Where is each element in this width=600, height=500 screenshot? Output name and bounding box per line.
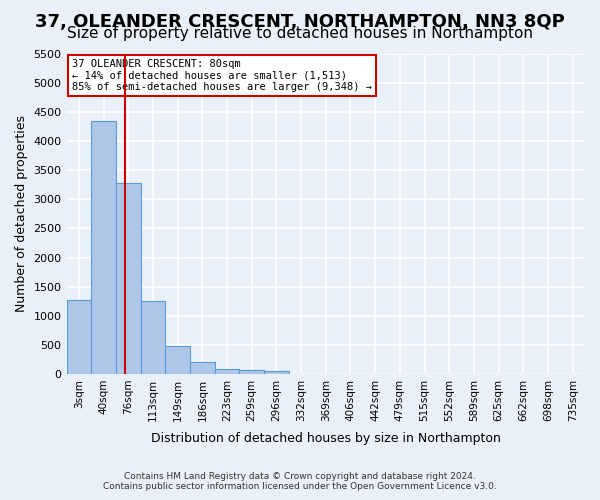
- Text: 37 OLEANDER CRESCENT: 80sqm
← 14% of detached houses are smaller (1,513)
85% of : 37 OLEANDER CRESCENT: 80sqm ← 14% of det…: [72, 59, 372, 92]
- Text: 37, OLEANDER CRESCENT, NORTHAMPTON, NN3 8QP: 37, OLEANDER CRESCENT, NORTHAMPTON, NN3 …: [35, 12, 565, 30]
- Text: Size of property relative to detached houses in Northampton: Size of property relative to detached ho…: [67, 26, 533, 41]
- Y-axis label: Number of detached properties: Number of detached properties: [15, 116, 28, 312]
- Bar: [116, 182, 140, 374]
- Bar: [140, 300, 165, 374]
- Bar: [165, 346, 190, 374]
- Bar: [91, 121, 116, 374]
- Bar: [239, 370, 264, 374]
- Bar: [67, 300, 91, 374]
- X-axis label: Distribution of detached houses by size in Northampton: Distribution of detached houses by size …: [151, 432, 501, 445]
- Text: Contains HM Land Registry data © Crown copyright and database right 2024.
Contai: Contains HM Land Registry data © Crown c…: [103, 472, 497, 491]
- Bar: [264, 371, 289, 374]
- Bar: [215, 369, 239, 374]
- Bar: [190, 362, 215, 374]
